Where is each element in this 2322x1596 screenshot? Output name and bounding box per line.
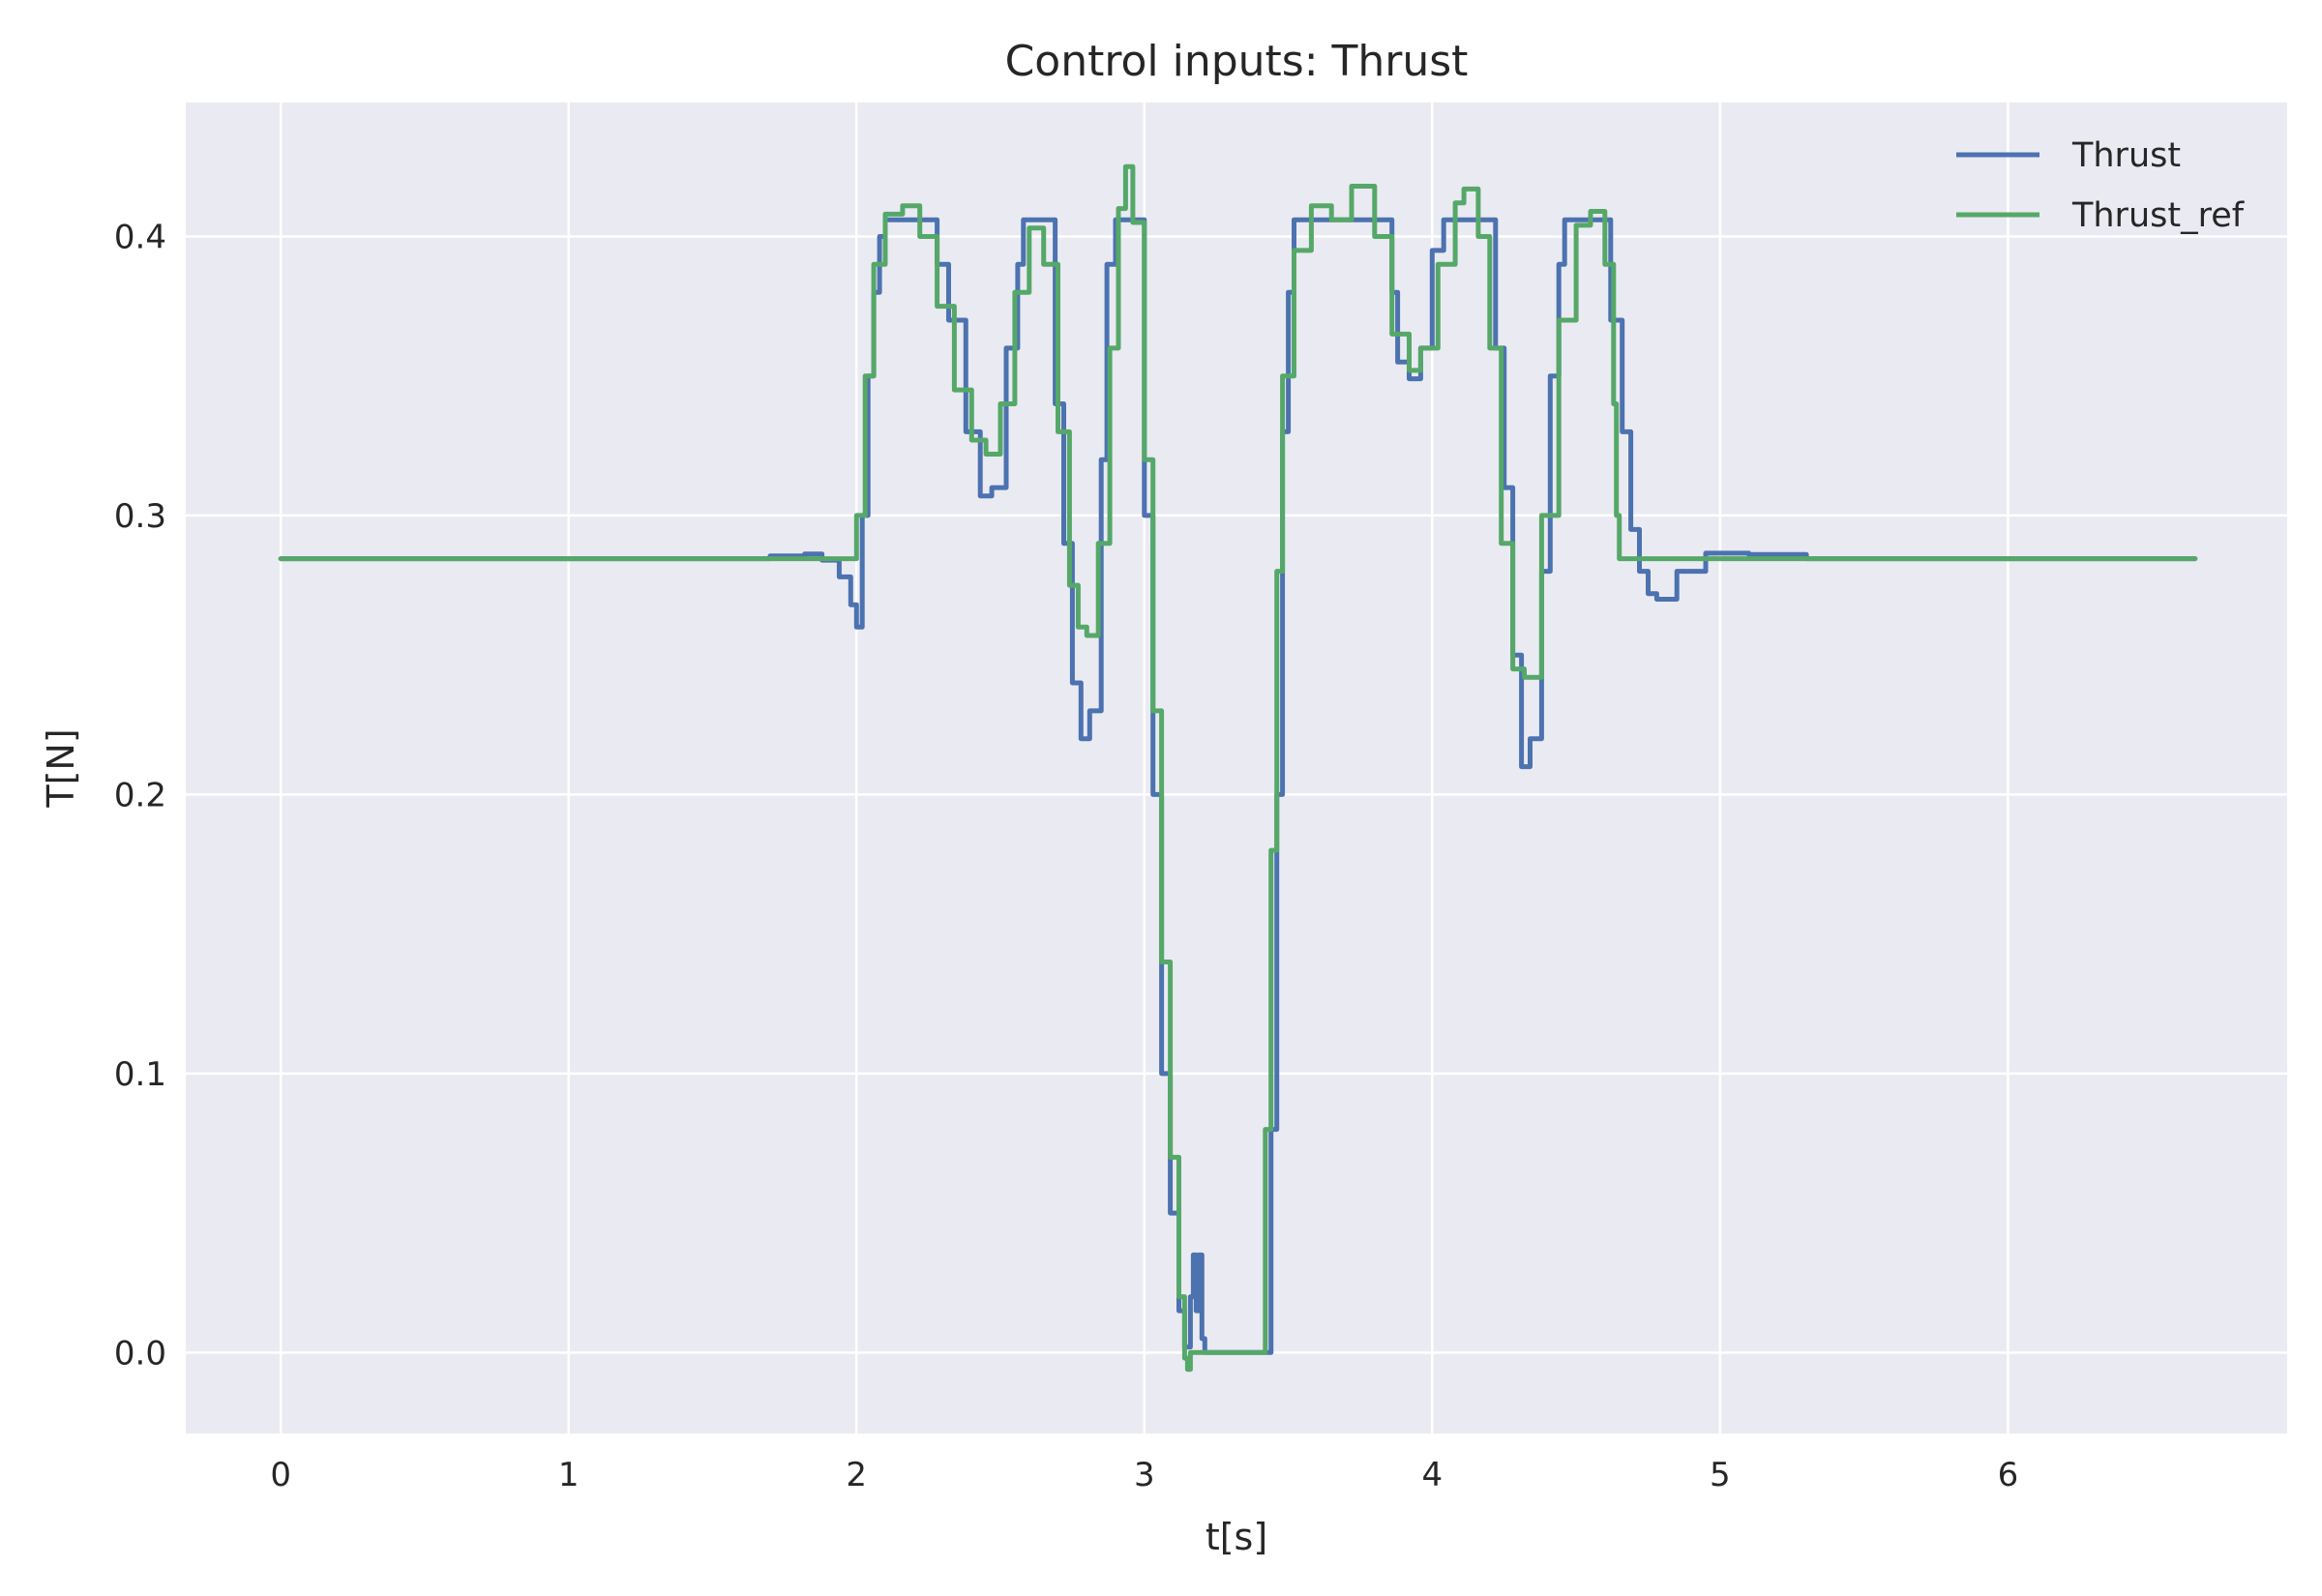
x-tick-label: 2 [846,1456,867,1494]
y-axis-label: T[N] [40,728,82,808]
x-tick-labels: 0 1 2 3 4 5 6 [270,1456,2018,1494]
x-tick-label: 6 [1998,1456,2019,1494]
legend-label: Thrust_ref [2071,196,2245,235]
legend-label: Thrust [2071,136,2181,175]
y-tick-label: 0.2 [114,776,166,814]
plot-area [186,103,2287,1433]
x-tick-label: 4 [1422,1456,1444,1494]
series-lines [278,163,2198,1373]
x-axis-label: t[s] [1206,1516,1267,1558]
x-tick-label: 5 [1710,1456,1731,1494]
legend: Thrust Thrust_ref [1956,136,2245,235]
y-tick-label: 0.4 [114,218,166,256]
y-tick-label: 0.1 [114,1055,166,1094]
series-line-thrust-ref [278,163,2198,1373]
y-tick-labels: 0.0 0.1 0.2 0.3 0.4 [114,218,166,1373]
y-tick-label: 0.3 [114,497,166,536]
y-tick-label: 0.0 [114,1334,166,1373]
chart-title: Control inputs: Thrust [1005,37,1469,86]
x-tick-label: 1 [558,1456,580,1494]
x-tick-label: 3 [1134,1456,1155,1494]
grid [186,103,2287,1433]
x-tick-label: 0 [270,1456,291,1494]
